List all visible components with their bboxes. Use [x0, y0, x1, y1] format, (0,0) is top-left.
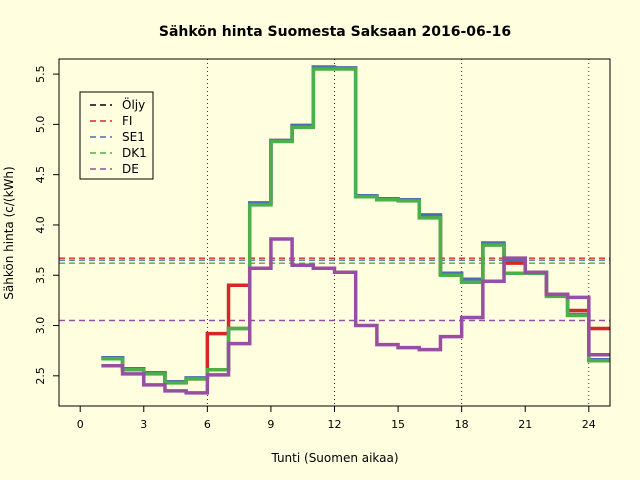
y-tick-label: 4.0 [34, 216, 47, 234]
y-tick-label: 3.5 [34, 266, 47, 284]
x-tick-label: 21 [518, 418, 532, 431]
y-axis-label: Sähkön hinta (c/(kWh) [2, 166, 16, 299]
x-tick-label: 3 [140, 418, 147, 431]
x-tick-label: 12 [328, 418, 342, 431]
y-tick-label: 4.5 [34, 166, 47, 184]
series-line-dk1 [101, 67, 610, 385]
reference-lines [59, 257, 610, 322]
legend-label-fi: FI [122, 114, 132, 128]
series-lines [101, 65, 610, 395]
x-tick-label: 9 [267, 418, 274, 431]
y-tick-label: 2.5 [34, 367, 47, 385]
legend: Öljy FI SE1 DK1 DE [79, 91, 154, 180]
y-tick-label: 5.0 [34, 116, 47, 133]
legend-box [79, 91, 154, 180]
x-axis-label: Tunti (Suomen aikaa) [270, 451, 398, 465]
x-tick-label: 0 [77, 418, 84, 431]
x-tick-label: 6 [204, 418, 211, 431]
x-tick-label: 18 [455, 418, 469, 431]
y-tick-label: 3.0 [34, 317, 47, 335]
legend-label-de: DE [122, 162, 139, 176]
series-line-de [101, 237, 610, 395]
grid-layer [206, 59, 590, 406]
legend-label-öljy: Öljy [122, 96, 145, 112]
x-tick-label: 15 [391, 418, 405, 431]
x-tick-label: 24 [582, 418, 596, 431]
chart-title: Sähkön hinta Suomesta Saksaan 2016-06-16 [159, 24, 511, 40]
legend-label-dk1: DK1 [122, 146, 147, 160]
y-tick-label: 5.5 [34, 65, 47, 83]
axes: 0 3 6 9 12 15 18 21 24 2.5 3.0 3.5 4.0 4.5 5.0 5.5 [34, 65, 596, 431]
legend-label-se1: SE1 [122, 130, 145, 144]
